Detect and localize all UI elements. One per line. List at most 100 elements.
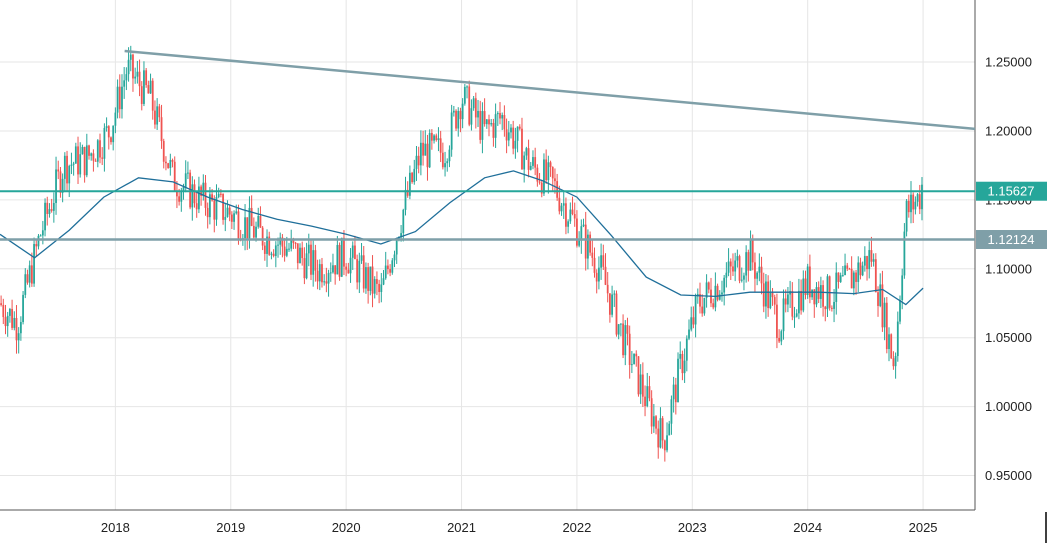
candle — [705, 274, 708, 308]
candle — [883, 297, 886, 341]
candle-body — [611, 294, 613, 315]
candle-body — [176, 191, 178, 197]
candle-body — [866, 256, 868, 270]
candle-body — [138, 71, 141, 87]
candle — [59, 166, 62, 198]
candle-body — [171, 160, 174, 162]
candle — [237, 204, 240, 245]
candle-body — [35, 244, 38, 247]
price-tag-label: 1.12124 — [988, 232, 1035, 247]
candle-body — [81, 146, 84, 155]
candle — [499, 102, 501, 125]
candle — [336, 235, 339, 275]
candle-body — [494, 114, 497, 138]
candle — [424, 130, 427, 156]
candle-body — [149, 80, 152, 94]
candle — [795, 309, 798, 318]
candle-body — [369, 266, 372, 291]
candle-body — [384, 265, 387, 279]
candle-body — [490, 123, 493, 125]
candle — [70, 152, 73, 175]
candle-body — [195, 203, 198, 210]
candle — [804, 270, 807, 300]
candle — [206, 202, 209, 229]
candle — [611, 285, 613, 318]
candle — [380, 272, 383, 303]
candle-body — [608, 293, 611, 315]
resistance-trendline[interactable] — [124, 49, 976, 131]
candle — [136, 60, 139, 84]
candle-body — [736, 256, 739, 261]
candle — [222, 193, 224, 225]
candle-body — [263, 245, 266, 254]
candle-body — [252, 225, 255, 238]
candle-body — [325, 281, 328, 284]
candle — [279, 232, 282, 255]
candle — [103, 123, 106, 172]
candle — [0, 295, 2, 307]
candle-body — [661, 418, 664, 441]
candle — [760, 256, 763, 295]
candle-body — [365, 267, 367, 289]
candle — [547, 155, 550, 194]
x-tick-label: 2024 — [793, 520, 822, 535]
candle-body — [798, 290, 800, 314]
candle-body — [354, 245, 356, 260]
candle-body — [468, 86, 471, 125]
candle — [617, 324, 620, 340]
candle — [316, 259, 319, 290]
candle-body — [435, 135, 438, 141]
candle-body — [156, 106, 159, 125]
candle — [158, 103, 161, 122]
candle — [340, 237, 343, 278]
candle-body — [830, 307, 833, 309]
candle-body — [198, 186, 200, 210]
candle-body — [668, 423, 671, 436]
candle — [848, 267, 851, 270]
candle — [885, 296, 888, 354]
candle-body — [624, 325, 627, 356]
candle — [272, 249, 275, 258]
candle — [123, 67, 126, 99]
candle-body — [360, 255, 363, 261]
candle — [13, 311, 16, 331]
y-tick-label: 0.95000 — [985, 468, 1032, 483]
candle-body — [787, 294, 789, 305]
candle — [228, 205, 231, 222]
candle — [118, 74, 121, 119]
candle — [560, 202, 563, 216]
candle-body — [514, 140, 517, 149]
candle — [369, 266, 372, 296]
candle — [782, 289, 785, 340]
candle — [72, 161, 75, 176]
candle — [105, 117, 108, 132]
candle — [841, 265, 844, 277]
grid — [0, 0, 975, 510]
candle — [204, 175, 207, 216]
candle — [861, 261, 864, 277]
candle-body — [690, 317, 693, 330]
candle-body — [890, 334, 893, 359]
candle — [33, 237, 35, 287]
reference-lines[interactable]: 1.15627 1.12124 — [0, 49, 1047, 250]
candle-body — [532, 157, 534, 166]
candle — [169, 153, 172, 176]
candle — [321, 257, 323, 288]
candle — [46, 196, 49, 226]
candle-body — [758, 266, 761, 273]
candle — [310, 240, 312, 281]
candle-body — [576, 218, 578, 246]
candle — [598, 256, 600, 290]
candle-body — [338, 244, 341, 277]
candle — [896, 311, 899, 362]
candle — [905, 198, 908, 237]
candle — [633, 353, 635, 365]
candle — [802, 270, 805, 313]
candle-body — [428, 132, 431, 168]
candle — [576, 210, 578, 248]
candle-body — [584, 224, 587, 259]
candle — [613, 290, 616, 307]
candle — [327, 269, 330, 297]
